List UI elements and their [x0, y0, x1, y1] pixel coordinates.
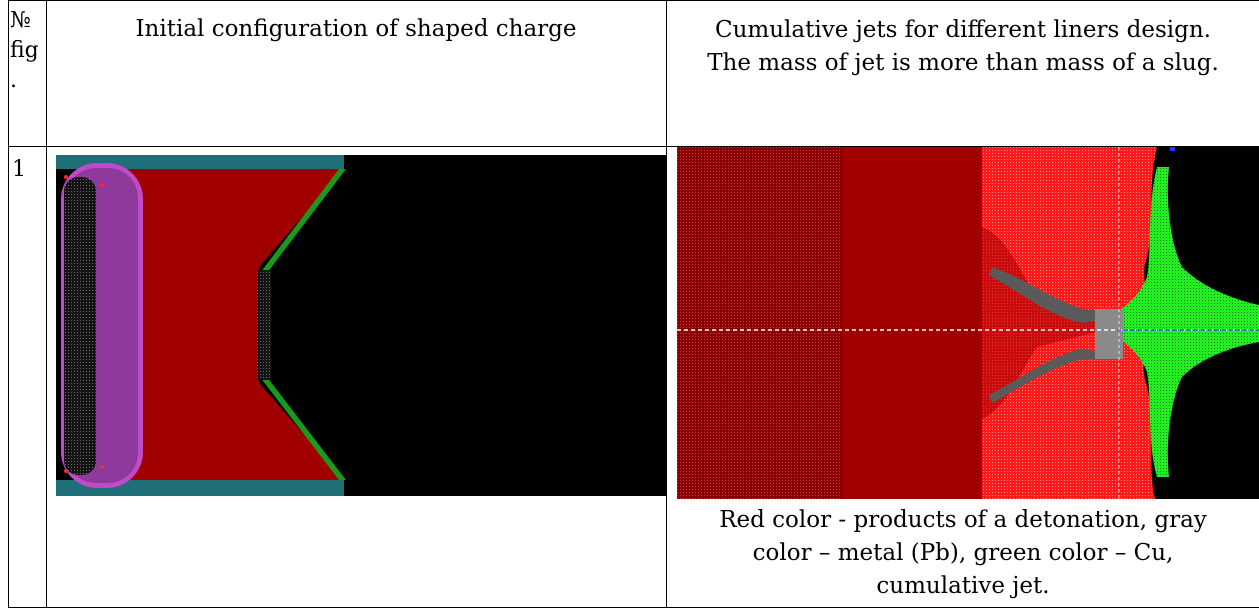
header-initial-configuration: Initial configuration of shaped charge	[135, 16, 577, 42]
cumulative-jet-figure	[677, 147, 1259, 499]
header-bottom-border	[8, 146, 1259, 147]
header-figure-number: № fig .	[10, 8, 39, 93]
figure-caption: Red color - products of a detonation, gr…	[719, 507, 1207, 599]
col1-divider	[46, 0, 47, 608]
table-left-border	[8, 0, 9, 608]
table-top-border	[8, 0, 1259, 1]
header-cumulative-jets: Cumulative jets for different liners des…	[707, 17, 1219, 76]
row-figure-number: 1	[12, 157, 26, 182]
shaped-charge-initial-figure	[56, 155, 667, 496]
